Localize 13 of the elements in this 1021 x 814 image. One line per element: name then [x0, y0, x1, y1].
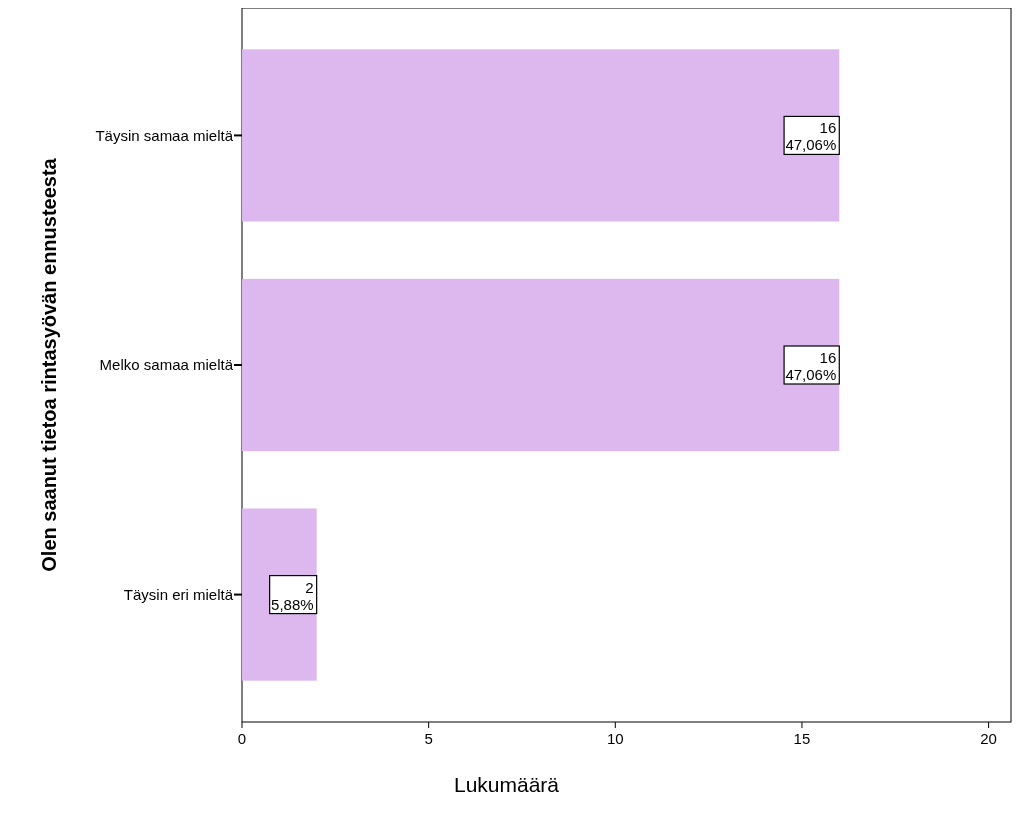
x-tick-label: 0: [237, 730, 247, 747]
x-tick-label: 10: [606, 730, 624, 747]
data-label: 16 47,06%: [785, 119, 837, 154]
x-tick-label: 5: [424, 730, 433, 747]
data-label: 16 47,06%: [785, 349, 837, 383]
y-axis-title: Olen saanut tietoa rintasyövän ennusteesta: [38, 157, 60, 572]
data-label: 2 5,88%: [271, 578, 314, 613]
y-tick-label: Melko samaa mieltä: [99, 356, 234, 374]
x-axis-title: Lukumäärä: [453, 773, 560, 796]
y-tick-label: Täysin eri mieltä: [123, 585, 234, 603]
x-tick-label: 20: [980, 730, 997, 747]
y-tick-label: Täysin samaa mieltä: [95, 126, 234, 144]
x-tick-label: 15: [793, 730, 811, 747]
